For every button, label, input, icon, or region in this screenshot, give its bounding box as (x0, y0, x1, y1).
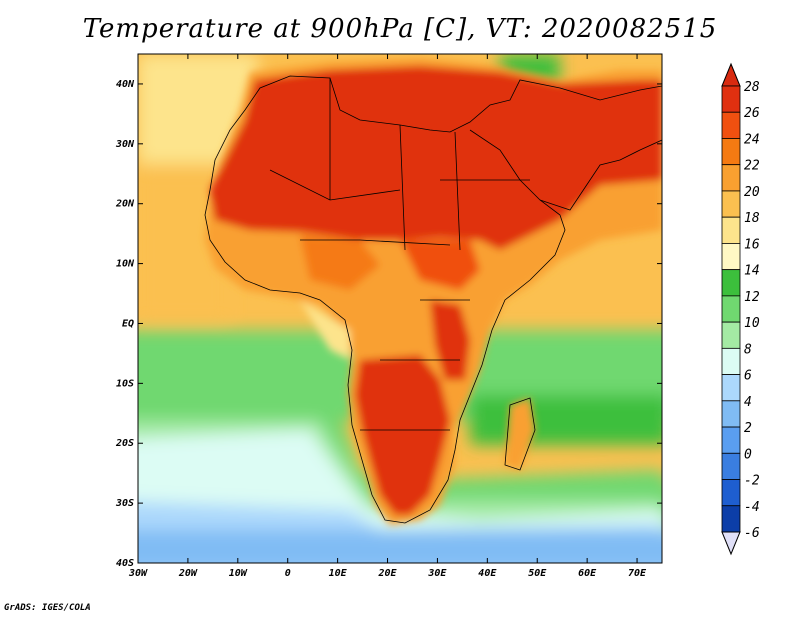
lon-tick-label: 0 (285, 568, 291, 579)
colorbar-swatch (721, 400, 741, 428)
colorbar-label: 26 (744, 106, 760, 121)
credit-text: GrADS: IGES/COLA (4, 603, 91, 613)
colorbar-label: -2 (744, 474, 760, 489)
colorbar-swatch (721, 426, 741, 454)
colorbar-swatch (721, 216, 741, 244)
colorbar-swatch (721, 505, 741, 533)
colorbar-swatch (721, 190, 741, 218)
lon-tick-label: 30W (128, 568, 148, 579)
lon-tick-label: 10W (229, 568, 248, 579)
colorbar-swatch (721, 347, 741, 375)
colorbar-label: 20 (744, 185, 760, 200)
colorbar-label: 18 (744, 211, 760, 226)
lon-tick-label: 10E (329, 568, 348, 579)
colorbar-label: 10 (744, 316, 760, 331)
lon-tick-label: 40E (478, 568, 497, 579)
colorbar-label: 14 (744, 264, 760, 279)
lon-tick-label: 20W (178, 568, 198, 579)
lon-tick-label: 20E (377, 568, 397, 579)
chart-title: Temperature at 900hPa [C], VT: 202008251… (82, 14, 718, 44)
coastlines (204, 75, 662, 524)
map-frame (137, 53, 663, 564)
colorbar-label: 8 (744, 342, 752, 357)
lat-tick-label: 20S (115, 438, 134, 449)
colorbar-label: 28 (744, 80, 760, 95)
colorbar-label: 0 (744, 447, 752, 462)
lon-tick-label: 70E (628, 568, 647, 579)
colorbar-swatch (721, 452, 741, 480)
colorbar-label: 6 (744, 369, 752, 384)
colorbar-swatch (721, 479, 741, 507)
lon-tick-label: 60E (578, 568, 597, 579)
axis-ticks: 30W 20W 10W 0 10E 20E 30E 40E 50E 60E 70E 40N 30N 20N… (115, 54, 662, 579)
colorbar-label: 24 (744, 132, 760, 147)
colorbar-label: 12 (744, 290, 760, 305)
colorbar-swatch (721, 374, 741, 402)
colorbar-swatch (721, 269, 741, 297)
lat-tick-label: 40S (116, 558, 134, 569)
lon-tick-label: 50E (528, 568, 547, 579)
lat-tick-label: 10S (116, 378, 134, 389)
colorbar-label: -6 (744, 526, 760, 541)
colorbar-label: 16 (744, 237, 760, 252)
lat-tick-label: EQ (122, 318, 134, 329)
lat-tick-label: 30S (115, 498, 134, 509)
lat-tick-label: 30N (115, 139, 135, 150)
temperature-field (138, 54, 662, 563)
colorbar-swatch (721, 164, 741, 192)
colorbar-label: 22 (744, 159, 760, 174)
colorbar-swatch (721, 138, 741, 166)
lon-tick-label: 30E (427, 568, 447, 579)
colorbar-label: 4 (744, 395, 752, 410)
colorbar-label: -4 (744, 500, 760, 515)
colorbar-overflow-arrow (721, 62, 741, 87)
colorbar-swatch (721, 243, 741, 271)
lat-tick-label: 40N (116, 79, 135, 90)
lat-tick-label: 10N (116, 259, 135, 270)
colorbar-swatch (721, 111, 741, 139)
lat-tick-label: 20N (115, 199, 135, 210)
colorbar-swatch (721, 295, 741, 323)
colorbar-underflow-arrow (721, 531, 741, 556)
colorbar-label: 2 (744, 421, 752, 436)
colorbar-swatch (721, 85, 741, 113)
colorbar-swatch (721, 321, 741, 349)
